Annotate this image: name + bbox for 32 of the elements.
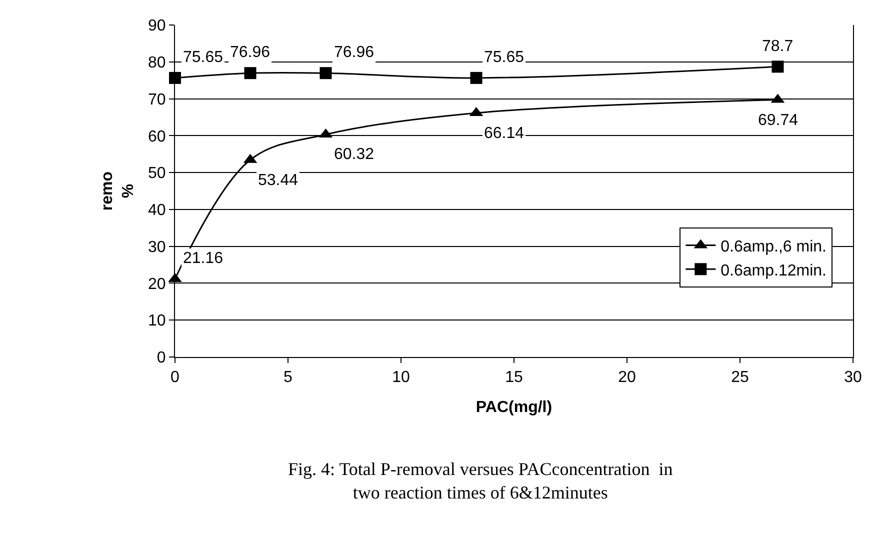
y-axis-title: remo %	[99, 171, 137, 211]
data-label: 66.14	[484, 125, 524, 142]
data-label: 75.65	[183, 49, 224, 66]
legend-label: 0.6amp.,6 min.	[720, 238, 826, 256]
data-label: 78.7	[762, 38, 794, 55]
data-label: 76.96	[230, 44, 270, 61]
y-tick-label: 90	[148, 18, 166, 35]
y-tick-label: 20	[148, 276, 166, 293]
y-tick-label: 40	[148, 202, 166, 220]
caption: Fig. 4: Total P-removal versues PACconcentration in two reaction times of 6&12minutes	[288, 459, 673, 502]
x-tick-label: 20	[618, 369, 636, 386]
data-label: 69.74	[758, 112, 798, 129]
x-tick-label: 30	[844, 369, 862, 386]
y-tick-label: 50	[148, 165, 166, 182]
y-tick-label: 60	[148, 128, 166, 146]
y-tick-label: 10	[148, 312, 166, 330]
x-axis-title: PAC(mg/l)	[476, 398, 552, 416]
data-label: 75.65	[484, 49, 524, 66]
legend-label: 0.6amp.12min.	[720, 262, 827, 280]
x-tick-label: 25	[731, 369, 749, 386]
data-label: 76.96	[334, 44, 374, 61]
y-tick-label: 70	[148, 91, 166, 108]
y-tick-label: 30	[148, 238, 166, 256]
y-tick-label: 80	[148, 54, 166, 72]
data-label: 60.32	[334, 146, 374, 163]
data-label: 21.16	[183, 250, 224, 267]
x-tick-label: 0	[170, 369, 180, 386]
y-tick-label: 0	[156, 350, 166, 367]
x-tick-label: 5	[284, 369, 293, 386]
x-tick-label: 10	[392, 369, 410, 386]
data-label: 53.44	[258, 172, 298, 189]
x-tick-label: 15	[505, 369, 523, 386]
